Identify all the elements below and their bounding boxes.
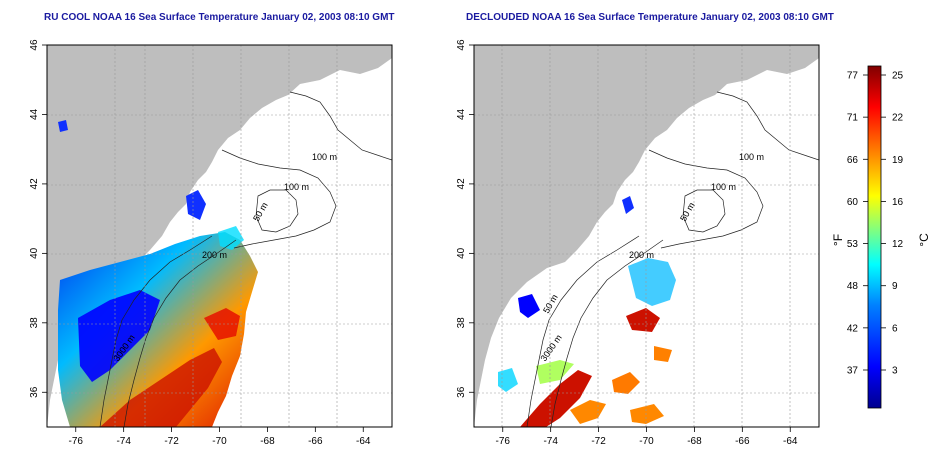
contour-line	[716, 91, 819, 161]
colorbar-f-label: 42	[847, 323, 859, 334]
cold-patch	[78, 290, 160, 382]
colorbar-c-label: 9	[892, 281, 898, 292]
x-tick-label: -64	[783, 436, 798, 447]
y-tick-label: 42	[456, 178, 467, 190]
contour-label: 100 m	[711, 182, 736, 192]
colorbar-f-label: 60	[847, 197, 859, 208]
colorbar-ticks: 77 71 66 60 53 48 42 37 25 22 19 16 12 9 6 3	[847, 71, 904, 377]
warm-patch	[204, 308, 240, 340]
sst-patch	[630, 404, 664, 424]
colorbar-f-label: 66	[847, 155, 859, 166]
panel-2-map: 100 m 100 m 50 m 200 m 50 m 3000 m -76 -7…	[456, 39, 820, 447]
colorbar-c-unit: °C	[917, 233, 931, 247]
y-tick-label: 36	[29, 386, 40, 398]
x-tick-label: -72	[164, 436, 179, 447]
colorbar-f-label: 77	[847, 71, 859, 82]
contour-label: 100 m	[739, 152, 764, 162]
y-tick-label: 42	[29, 178, 40, 190]
y-tick-label: 38	[456, 317, 467, 329]
x-tick-label: -76	[69, 436, 84, 447]
contour-line	[123, 239, 237, 427]
sst-patch	[622, 196, 634, 214]
y-tick-label: 36	[456, 386, 467, 398]
contour-label: 200 m	[202, 250, 227, 260]
panel-1-map: 100 m 100 m 50 m 200 m 3000 m -76 -74 -72-…	[29, 39, 393, 447]
contour-line	[255, 189, 299, 233]
y-tick-label: 44	[456, 108, 467, 120]
sst-patch	[498, 368, 518, 392]
blue-patch	[186, 190, 206, 220]
colorbar-f-label: 48	[847, 281, 859, 292]
contour-line	[648, 149, 764, 249]
sst-patch	[628, 258, 676, 306]
colorbar-c-label: 6	[892, 323, 898, 334]
blue-dot	[58, 120, 68, 132]
sst-patch	[612, 372, 640, 394]
colorbar: °F °C 77 71 66 60 53 48 42 37 25 22 19 16 12 9 6 3	[831, 65, 931, 409]
y-tick-label: 46	[456, 39, 467, 51]
colorbar-c-label: 25	[892, 71, 904, 82]
sst-patch	[520, 370, 592, 427]
contour-label: 100 m	[312, 152, 337, 162]
contour-label: 100 m	[284, 182, 309, 192]
x-tick-label: -70	[639, 436, 654, 447]
y-tick-label: 38	[29, 317, 40, 329]
grid-lines	[47, 45, 392, 427]
cyan-patch	[218, 226, 244, 250]
y-tick-label: 40	[29, 247, 40, 259]
grid-lines	[474, 45, 819, 427]
contour-label: 200 m	[629, 250, 654, 260]
x-tick-label: -76	[496, 436, 511, 447]
x-tick-label: -72	[591, 436, 606, 447]
colorbar-f-label: 37	[847, 366, 859, 377]
contour-line	[550, 239, 664, 427]
colorbar-c-label: 12	[892, 239, 904, 250]
x-tick-label: -66	[308, 436, 323, 447]
land-mass	[47, 45, 392, 427]
x-tick-label: -70	[212, 436, 227, 447]
colorbar-f-label: 71	[847, 113, 859, 124]
sst-patch	[570, 400, 606, 424]
panel-2-title: DECLOUDED NOAA 16 Sea Surface Temperatur…	[466, 12, 834, 23]
contour-line	[526, 235, 640, 427]
x-tick-label: -74	[543, 436, 558, 447]
y-tick-label: 40	[456, 247, 467, 259]
contour-line	[289, 91, 392, 161]
x-tick-label: -66	[735, 436, 750, 447]
sst-patch	[626, 308, 660, 332]
contour-line	[682, 189, 726, 233]
contour-line	[99, 235, 213, 427]
y-tick-label: 46	[29, 39, 40, 51]
sst-patch	[654, 346, 672, 362]
y-tick-label: 44	[29, 108, 40, 120]
x-tick-label: -74	[116, 436, 131, 447]
warm-tongue	[100, 348, 222, 427]
axis-ticks: -76 -74 -72 -70 -68 -66 -64 36 38 40 42 44 46	[29, 39, 371, 447]
sst-patch	[518, 294, 540, 318]
panel-1-title: RU COOL NOAA 16 Sea Surface Temperature …	[44, 12, 395, 23]
x-tick-label: -68	[687, 436, 702, 447]
colorbar-c-label: 19	[892, 155, 904, 166]
colorbar-f-label: 53	[847, 239, 859, 250]
colorbar-c-label: 16	[892, 197, 904, 208]
x-tick-label: -64	[356, 436, 371, 447]
colorbar-f-unit: °F	[831, 234, 845, 246]
colorbar-c-label: 22	[892, 113, 904, 124]
axis-ticks: -76 -74 -72 -70 -68 -66 -64 36 38 40 42 44 46	[456, 39, 798, 447]
colorbar-gradient	[867, 65, 882, 409]
x-tick-label: -68	[260, 436, 275, 447]
contour-line	[221, 149, 337, 249]
land-mass	[474, 45, 819, 427]
colorbar-c-label: 3	[892, 366, 898, 377]
